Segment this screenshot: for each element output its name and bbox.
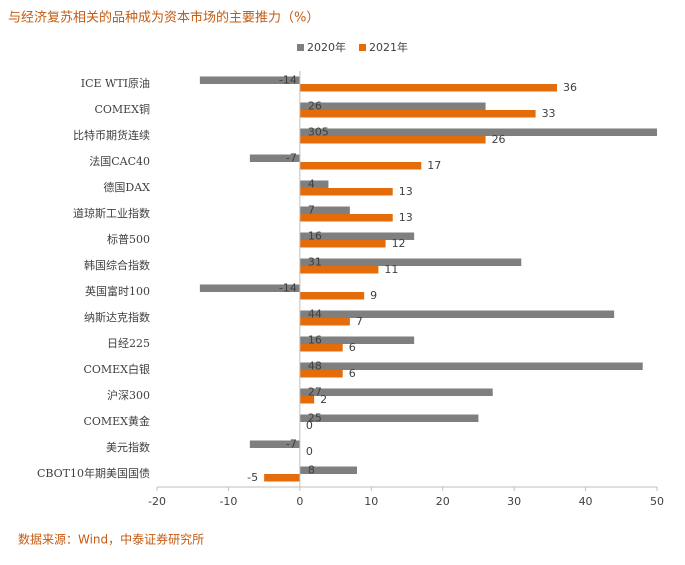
bar (249, 440, 300, 448)
data-label: 31 (308, 255, 322, 268)
y-tick-label: CBOT10年期美国国债 (37, 466, 150, 480)
y-tick-label: COMEX黄金 (83, 414, 150, 428)
data-label: 7 (356, 315, 363, 328)
x-tick-label: 0 (296, 495, 303, 508)
y-tick-label: 美元指数 (106, 440, 150, 454)
data-label: 7 (308, 203, 315, 216)
x-tick-label: 30 (507, 495, 521, 508)
data-label: 305 (308, 125, 329, 138)
bar (199, 284, 300, 292)
data-label: 17 (427, 159, 441, 172)
x-tick-label: 20 (436, 495, 450, 508)
y-tick-label: 标普500 (107, 232, 150, 246)
bar (299, 370, 343, 378)
legend-swatch (359, 44, 366, 51)
bar (199, 76, 300, 84)
y-tick-label: 韩国综合指数 (84, 258, 150, 272)
data-label: 48 (308, 359, 322, 372)
bar (299, 136, 486, 144)
y-tick-label: 法国CAC40 (89, 154, 150, 168)
y-tick-label: 道琼斯工业指数 (73, 206, 150, 220)
y-tick-label: 沪深300 (107, 388, 150, 402)
bar (299, 258, 522, 266)
x-tick-label: 10 (364, 495, 378, 508)
data-label: 27 (308, 385, 322, 398)
data-label: -14 (279, 73, 297, 86)
bar (299, 110, 536, 118)
bar (299, 388, 493, 396)
y-tick-label: 纳斯达克指数 (84, 310, 150, 324)
data-label: 16 (308, 229, 322, 242)
bar (299, 214, 393, 222)
bar (299, 414, 479, 422)
bar (299, 84, 557, 92)
legend-label: 2020年 (307, 40, 346, 54)
data-label: -7 (286, 437, 297, 450)
bar (299, 362, 643, 370)
x-tick-label: 40 (579, 495, 593, 508)
data-label: 33 (542, 107, 556, 120)
data-label: 6 (349, 367, 356, 380)
data-label: 25 (308, 411, 322, 424)
data-label: 36 (563, 81, 577, 94)
bar (299, 336, 415, 344)
source: 数据来源：Wind，中泰证券研究所 (18, 532, 204, 547)
bar (299, 292, 365, 300)
data-label: 4 (308, 177, 315, 190)
bar (299, 102, 486, 110)
legend-swatch (297, 44, 304, 51)
data-label: 44 (308, 307, 322, 320)
data-label: -5 (247, 471, 258, 484)
y-tick-label: COMEX铜 (94, 102, 150, 116)
data-label: 2 (320, 393, 327, 406)
data-label: 26 (492, 133, 506, 146)
bar (299, 318, 350, 326)
bar (299, 266, 379, 274)
data-label: -7 (286, 151, 297, 164)
data-label: 26 (308, 99, 322, 112)
data-label: 0 (306, 445, 313, 458)
x-tick-label: -10 (219, 495, 237, 508)
bar (299, 310, 615, 318)
bar (299, 466, 357, 474)
bar (264, 474, 300, 482)
bar (299, 180, 329, 188)
y-tick-label: 德国DAX (103, 180, 150, 194)
data-label: 6 (349, 341, 356, 354)
bar (299, 128, 657, 136)
bar (299, 344, 343, 352)
bar (299, 162, 422, 170)
data-label: 13 (399, 185, 413, 198)
data-label: 12 (392, 237, 406, 250)
bar (299, 232, 415, 240)
chart-title: 与经济复苏相关的品种成为资本市场的主要推力（%） (8, 10, 319, 26)
bar (299, 188, 393, 196)
data-label: 16 (308, 333, 322, 346)
y-tick-label: 日经225 (107, 337, 150, 350)
bar (249, 154, 300, 162)
bar (299, 396, 315, 404)
x-tick-label: 50 (650, 495, 664, 508)
bar (299, 206, 350, 214)
bars (199, 76, 657, 482)
legend-label: 2021年 (369, 40, 408, 54)
data-label: 0 (306, 419, 313, 432)
y-tick-label: COMEX白银 (83, 362, 150, 376)
y-tick-label: ICE WTI原油 (81, 76, 150, 90)
y-tick-label: 英国富时100 (85, 284, 150, 298)
x-tick-label: -20 (148, 495, 166, 508)
data-label: 9 (370, 289, 377, 302)
y-tick-label: 比特币期货连续 (73, 128, 150, 142)
data-label: 11 (384, 263, 398, 276)
data-label: 8 (308, 463, 315, 476)
data-label: 13 (399, 211, 413, 224)
bar (299, 240, 386, 248)
data-label: -14 (279, 281, 297, 294)
